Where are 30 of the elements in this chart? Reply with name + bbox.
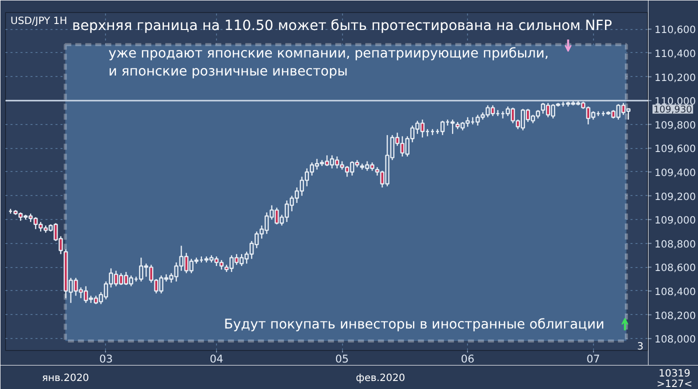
y-tick-label: 108,400 [654,286,696,298]
y-tick-label: 109,400 [654,168,696,179]
text: 3 [637,341,644,352]
candlestick [450,119,455,134]
chart-title: верхняя граница на 110.50 может быть протестирована на сильном NFP [72,18,612,34]
annotation: USD/JPY 1H [10,16,68,27]
annotation: уже продают японские компании, репатриирующие прибыли, и японские розничные инвесторы [108,46,549,80]
y-tick-label: 108,200 [654,310,696,322]
y-tick-label: 109,200 [654,192,696,203]
candlestick [440,120,445,136]
y-tick-label: 109,800 [654,120,696,132]
y-tick-label: 110,400 [654,48,696,60]
x-tick-label: 05 [335,352,349,366]
y-tick-label: 108,000 [654,334,696,346]
y-tick-label: 110,200 [654,72,696,84]
text: >127< [656,379,692,389]
text: янв.2020 [42,373,90,384]
y-tick-label: 109,000 [654,216,696,227]
y-tick-label: 110,600 [654,25,696,36]
y-tick-label: 109,600 [654,144,696,156]
y-tick-label: 108,600 [654,263,696,274]
annotation: Будут покупать инвесторы в иностранные облигации [224,318,604,333]
x-tick-label: 04 [210,352,224,366]
y-tick-label: 108,800 [654,239,696,250]
text: 10319 [658,368,690,380]
text: фев.2020 [356,373,406,384]
x-tick-label: 07 [586,352,600,366]
text: 109,930 [654,104,692,116]
x-tick-label: 06 [460,352,475,366]
x-tick-label: 03 [99,352,113,366]
